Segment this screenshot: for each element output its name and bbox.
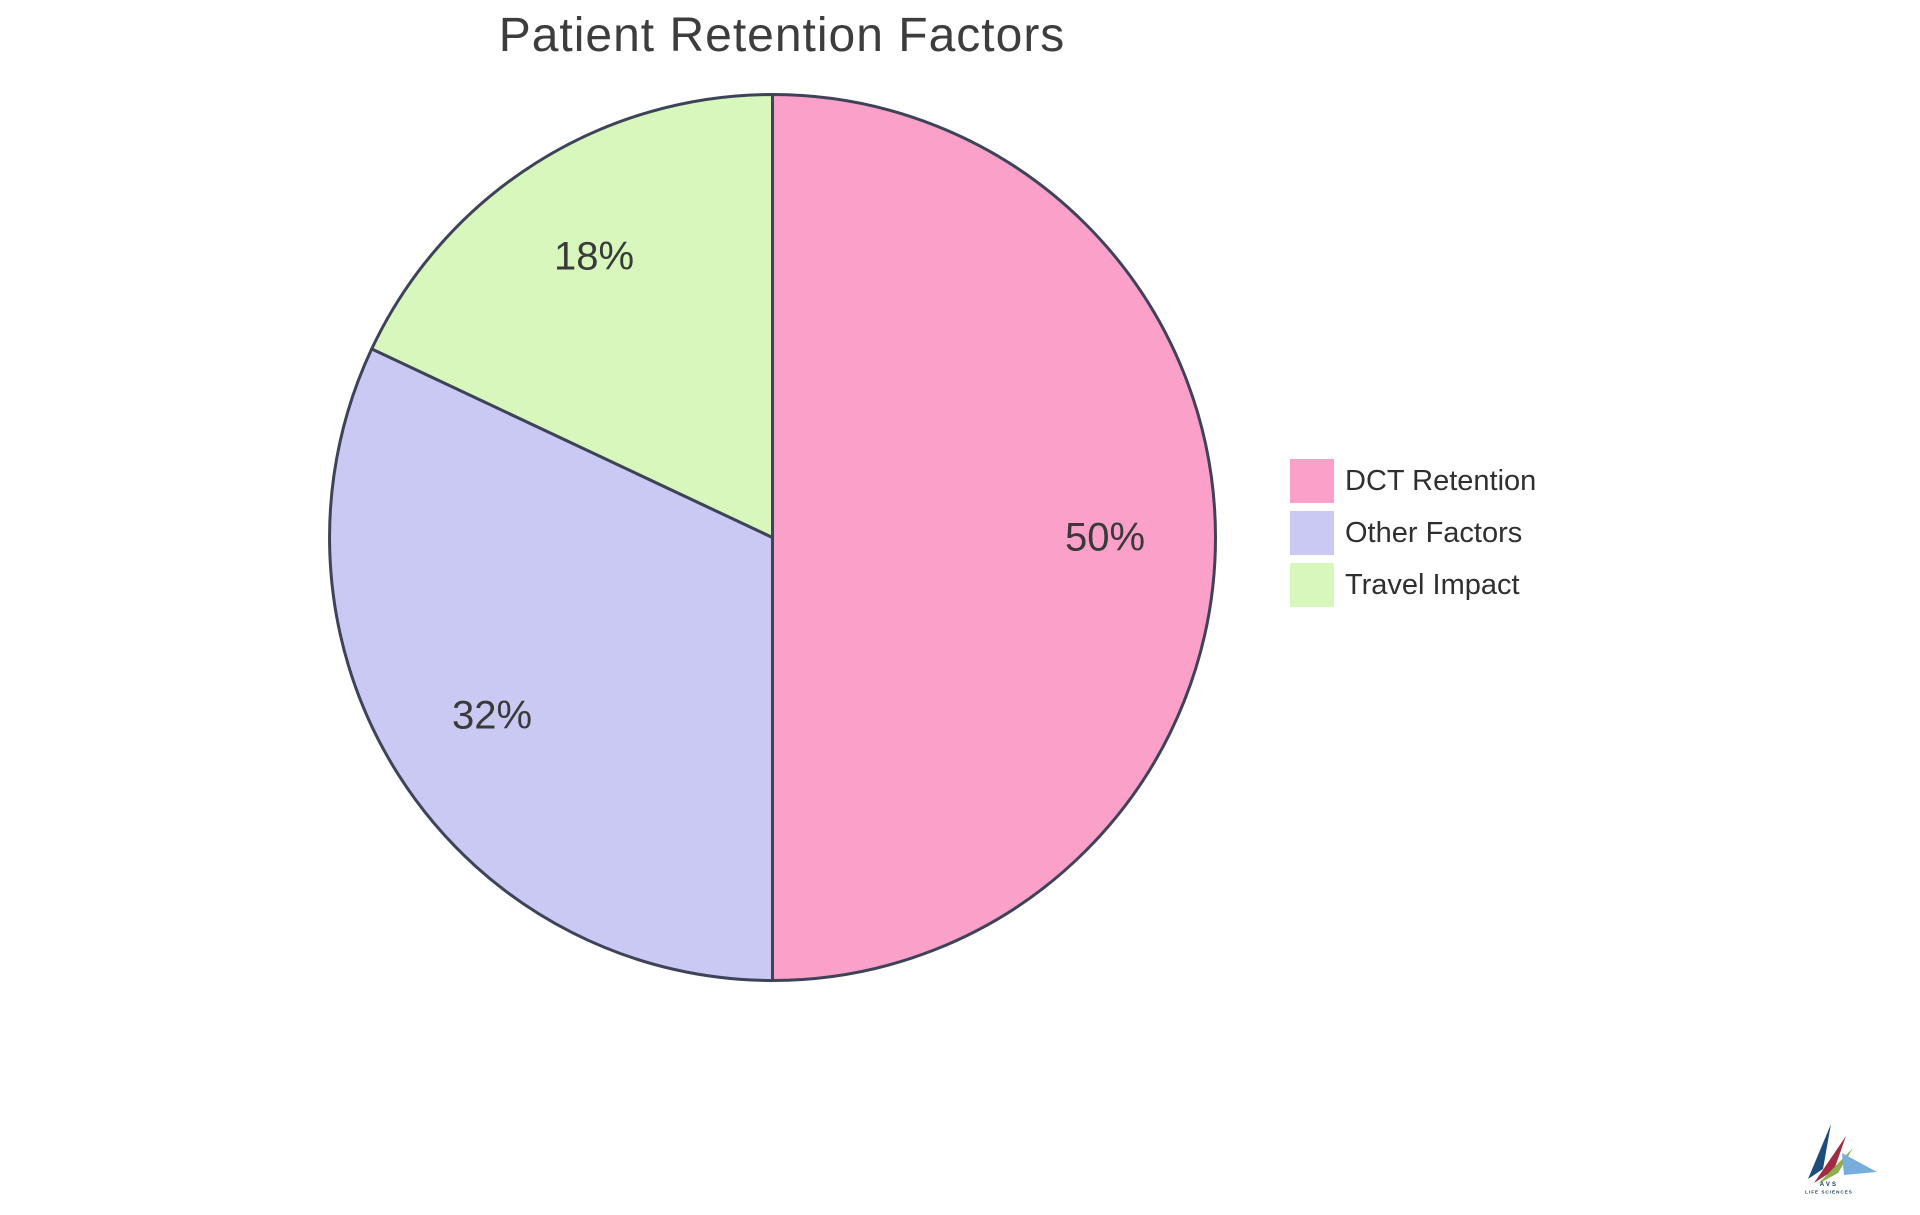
legend-item-dct-retention: DCT Retention (1290, 459, 1536, 503)
slice-percentage-label: 50% (1064, 515, 1146, 560)
chart-legend: DCT Retention Other Factors Travel Impac… (1290, 459, 1536, 615)
pie-slice-other-factors (328, 347, 774, 982)
slice-percentage-label: 18% (553, 234, 635, 279)
logo-graphic: AVS LIFE SCIENCES (1805, 1124, 1877, 1195)
legend-item-travel-impact: Travel Impact (1290, 563, 1536, 607)
legend-label: DCT Retention (1345, 464, 1537, 497)
logo-text-avs: AVS (1820, 1182, 1839, 1188)
pie-slice-travel-impact (370, 93, 774, 539)
logo-text-life-sciences: LIFE SCIENCES (1805, 1190, 1853, 1195)
logo-blade-crimson-icon (1814, 1136, 1846, 1183)
slice-percentage-label: 32% (451, 693, 533, 738)
legend-item-other-factors: Other Factors (1290, 511, 1536, 555)
legend-label: Other Factors (1345, 516, 1523, 549)
logo-blade-blue-icon (1842, 1153, 1877, 1175)
pie-slice-dct-retention (771, 93, 1217, 982)
legend-swatch-dct-retention (1290, 459, 1334, 503)
avs-life-sciences-logo: AVS LIFE SCIENCES (1790, 1112, 1885, 1197)
legend-swatch-other-factors (1290, 511, 1334, 555)
legend-swatch-travel-impact (1290, 563, 1334, 607)
logo-blade-navy-icon (1808, 1124, 1831, 1179)
chart-title: Patient Retention Factors (498, 9, 1066, 62)
legend-label: Travel Impact (1345, 568, 1520, 601)
